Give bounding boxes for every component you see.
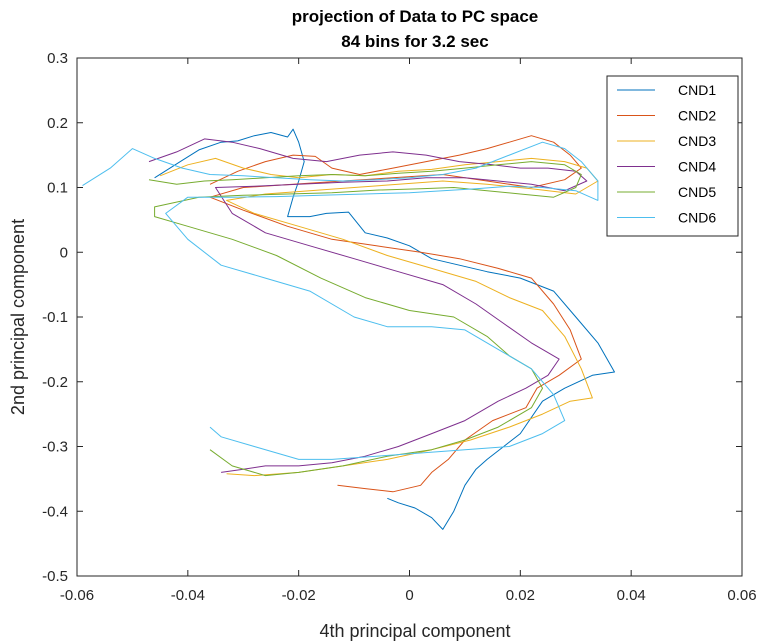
x-tick-label: -0.06: [60, 587, 94, 604]
chart-subtitle: 84 bins for 3.2 sec: [341, 32, 488, 51]
y-tick-label: -0.2: [42, 374, 68, 391]
legend-box: [606, 75, 739, 237]
y-tick-label: -0.1: [42, 309, 68, 326]
y-tick-label: -0.4: [42, 503, 68, 520]
chart-title: projection of Data to PC space: [292, 7, 539, 26]
series-line-cnd5: [148, 161, 582, 477]
legend-label-cnd5: CND5: [678, 184, 716, 200]
y-tick-label: 0.1: [47, 180, 68, 197]
x-tick-label: 0.02: [506, 587, 535, 604]
x-axis-label: 4th principal component: [319, 621, 510, 641]
x-tick-label: -0.04: [171, 587, 205, 604]
series-line-cnd6: [82, 141, 599, 460]
legend-label-cnd6: CND6: [678, 210, 716, 226]
y-tick-label: 0.2: [47, 115, 68, 132]
y-ticks: -0.5 -0.4 -0.3 -0.2 -0.1 0 0.1 0.2 0.3: [42, 50, 742, 585]
legend-label-cnd2: CND2: [678, 108, 716, 124]
legend: CND1 CND2 CND3 CND4 CND5 CND6: [606, 75, 739, 237]
x-ticks: -0.06 -0.04 -0.02 0 0.02 0.04 0.06: [60, 58, 757, 604]
x-tick-label: -0.02: [282, 587, 316, 604]
series-layer: [82, 128, 615, 530]
y-axis-label: 2nd principal component: [8, 219, 28, 415]
series-line-cnd3: [159, 157, 599, 477]
series-line-cnd4: [148, 138, 588, 473]
x-tick-label: 0.04: [617, 587, 646, 604]
legend-label-cnd3: CND3: [678, 133, 716, 149]
x-tick-label: 0: [405, 587, 413, 604]
legend-label-cnd4: CND4: [678, 159, 716, 175]
y-tick-label: -0.5: [42, 568, 68, 585]
y-tick-label: 0: [60, 244, 68, 261]
series-line-cnd1: [154, 128, 615, 530]
x-tick-label: 0.06: [727, 587, 756, 604]
y-tick-label: 0.3: [47, 50, 68, 67]
series-line-cnd2: [209, 135, 582, 493]
legend-label-cnd1: CND1: [678, 82, 716, 98]
y-tick-label: -0.3: [42, 439, 68, 456]
